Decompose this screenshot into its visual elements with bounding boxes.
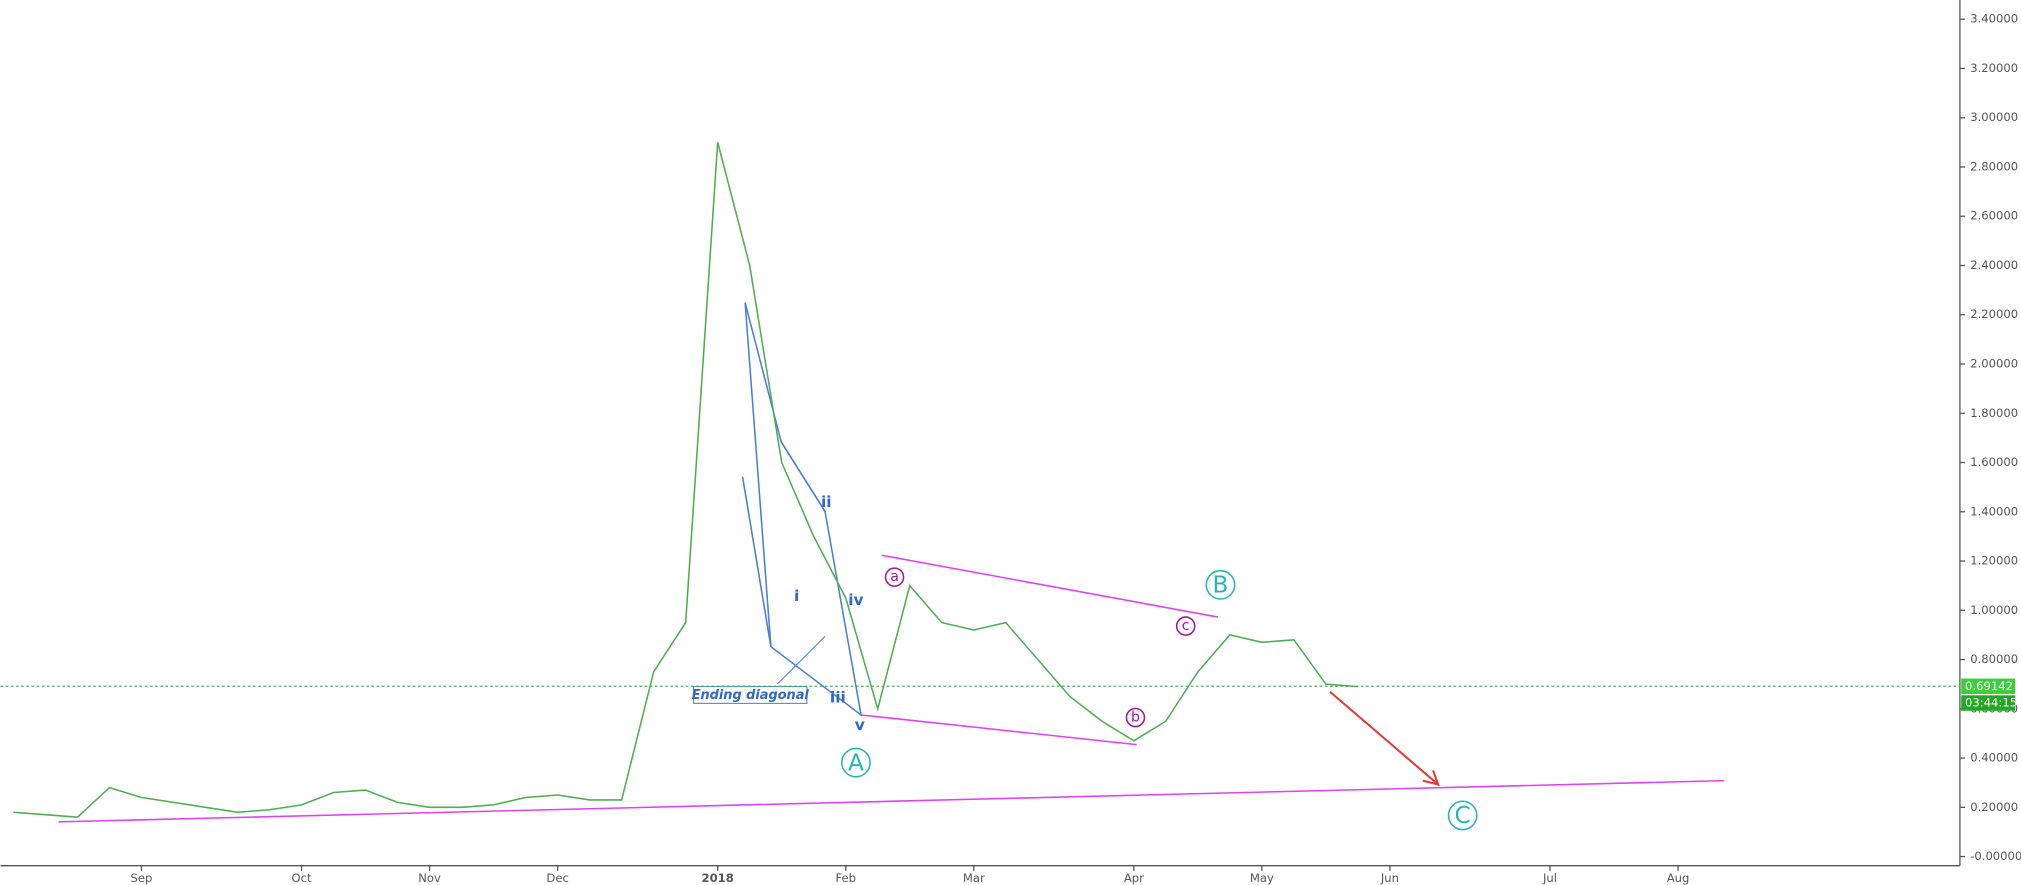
countdown-label: 03:44:15 xyxy=(1965,696,2017,710)
y-tick-label: 2.80000 xyxy=(1970,159,2018,173)
y-tick-label: 3.00000 xyxy=(1970,110,2018,124)
y-tick-label: 2.20000 xyxy=(1970,307,2018,321)
x-tick-label: 2018 xyxy=(702,871,734,885)
y-tick-label: 3.40000 xyxy=(1970,12,2018,26)
wave-label: a xyxy=(890,569,899,585)
circle xyxy=(1205,569,1236,600)
price-label: 0.69142 xyxy=(1965,679,2013,693)
wave-label: iii xyxy=(830,689,846,707)
wave-label: C xyxy=(1455,802,1471,829)
arrow xyxy=(1329,690,1439,786)
trendline xyxy=(58,779,1725,823)
y-tick-label: 1.00000 xyxy=(1970,603,2018,617)
x-tick-label: Dec xyxy=(546,871,568,885)
x-tick-label: Aug xyxy=(1667,871,1690,885)
y-tick-label: 2.00000 xyxy=(1970,357,2018,371)
wave-label: ii xyxy=(821,493,832,511)
wave-label: A xyxy=(848,749,864,776)
y-tick-label: 1.40000 xyxy=(1970,504,2018,518)
arrow-head xyxy=(1422,769,1440,786)
circle xyxy=(1175,616,1196,636)
x-tick-label: Oct xyxy=(292,871,312,885)
wave-label: b xyxy=(1131,710,1140,726)
price-line xyxy=(13,142,1358,818)
wave-label: i xyxy=(794,587,799,605)
circle xyxy=(884,567,905,587)
trendline xyxy=(881,554,1219,618)
y-tick-label: 0.40000 xyxy=(1970,751,2018,765)
circle xyxy=(1125,707,1146,728)
x-tick-label: Feb xyxy=(835,871,856,885)
trendline xyxy=(860,714,1137,746)
y-tick-label: 2.40000 xyxy=(1970,258,2018,272)
x-tick-label: Apr xyxy=(1124,871,1144,885)
wave-line xyxy=(744,302,772,647)
wave-label: Ending diagonal xyxy=(692,688,810,703)
wave-label: v xyxy=(855,716,865,734)
countdown-box xyxy=(1961,695,2016,711)
y-tick-label: 2.60000 xyxy=(1970,209,2018,223)
wave-label: iv xyxy=(848,591,863,609)
x-tick-label: Nov xyxy=(418,871,441,885)
x-tick-label: Sep xyxy=(131,871,153,885)
trendlines xyxy=(58,302,1725,823)
y-tick-label: 1.20000 xyxy=(1970,554,2018,568)
circle xyxy=(1447,800,1478,831)
y-tick-label: -0.00000 xyxy=(1970,849,2021,863)
y-tick-label: 1.60000 xyxy=(1970,455,2018,469)
y-tick-label: 3.20000 xyxy=(1970,61,2018,75)
wave-label: c xyxy=(1182,618,1190,634)
x-tick-label: Mar xyxy=(963,871,985,885)
wave-label: B xyxy=(1213,572,1229,599)
x-tick-label: Jun xyxy=(1380,871,1399,885)
wave-circles xyxy=(840,567,1478,831)
wave-line xyxy=(780,441,826,512)
y-tick-label: 0.20000 xyxy=(1970,800,2018,814)
callout-line xyxy=(776,636,826,685)
x-tick-label: Jul xyxy=(1542,871,1557,885)
y-tick-label: 1.80000 xyxy=(1970,406,2018,420)
y-tick-label: 0.80000 xyxy=(1970,652,2018,666)
x-tick-label: May xyxy=(1250,871,1274,885)
circle xyxy=(840,747,871,778)
price-box xyxy=(1961,678,2016,695)
